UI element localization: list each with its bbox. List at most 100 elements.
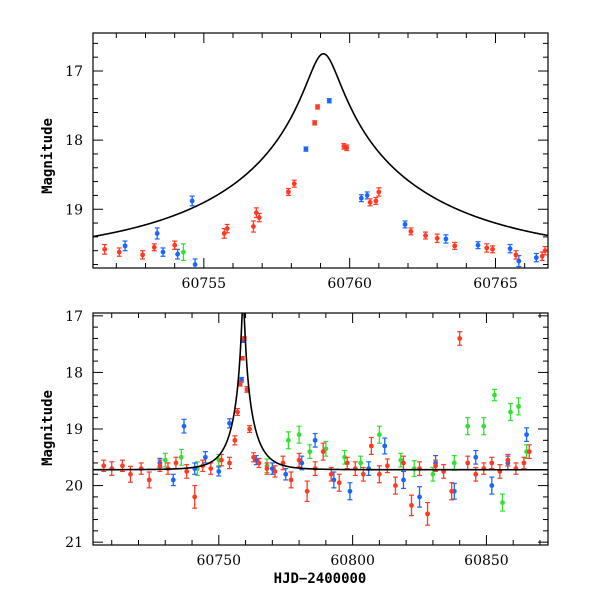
red-data-point [513,252,519,258]
red-data-point [251,454,256,460]
red-data-point [457,336,463,341]
green-data-point [430,471,436,477]
x-tick-label: 60850 [464,553,509,569]
red-data-point [368,443,374,449]
green-data-point [508,409,513,415]
blue-data-point [364,193,370,198]
red-data-point [328,471,334,477]
x-tick-label: 60755 [182,276,227,292]
red-data-point [184,469,190,474]
top-panel: 60755 60760 60765 17 18 19 [65,32,549,292]
red-data-point [256,215,262,220]
red-data-point [235,409,240,415]
red-data-point [146,477,152,483]
red-data-point [232,437,238,443]
red-data-point [286,189,291,195]
y-tick-label: 18 [65,133,83,149]
red-data-point [173,460,179,466]
green-data-point [492,392,497,398]
red-data-point [344,460,350,466]
red-data-point [526,449,532,455]
blue-data-point [507,246,513,252]
red-data-point [157,463,163,469]
red-data-point [224,226,230,232]
green-data-point [162,457,168,463]
y-tick-label: 17 [65,309,83,325]
blue-data-point [312,437,318,443]
red-data-point [239,355,245,361]
red-data-point [102,246,108,252]
green-data-point [307,449,313,455]
blue-data-point [227,420,232,426]
red-data-point [521,460,527,466]
red-data-point [473,471,479,477]
red-data-point [247,426,252,432]
blue-data-point [473,454,479,460]
red-data-point [465,460,471,466]
red-data-point [434,235,440,241]
y-tick-label: 19 [65,422,83,438]
blue-data-point [192,262,198,267]
green-data-point [181,249,186,255]
blue-data-point [326,98,332,104]
green-data-point [178,454,184,460]
red-data-point [208,466,214,472]
red-data-point [253,210,259,216]
red-data-point [221,231,227,236]
red-data-point [291,181,297,187]
model-curve [93,313,548,471]
blue-data-point [175,251,180,257]
y-tick-label: 18 [65,365,83,381]
green-data-point [500,500,505,505]
red-data-point [227,460,232,466]
x-tick-label: 60800 [330,553,375,569]
red-data-point [505,457,511,463]
green-data-point [296,432,302,438]
y-tick-label: 17 [65,64,83,80]
green-data-point [376,432,382,438]
red-data-point [433,463,438,469]
red-data-point [256,460,262,466]
red-data-point [296,457,302,463]
blue-data-point [524,432,529,438]
blue-data-point [516,258,522,264]
red-data-point [320,449,326,455]
red-data-point [128,471,133,477]
blue-data-point [154,231,160,236]
x-tick-label: 60750 [197,553,242,569]
red-data-point [312,120,318,126]
blue-data-point [443,236,449,242]
red-data-point [192,494,198,500]
red-data-point [393,483,398,488]
red-data-point [140,252,145,258]
blue-data-point [216,469,222,474]
blue-data-point [189,198,195,204]
blue-data-point [382,443,388,449]
red-data-point [409,502,414,508]
plot-frame [92,32,549,269]
plot-frame [92,312,549,546]
blue-data-point [170,477,176,483]
red-data-point [315,104,320,110]
red-data-point [272,469,278,474]
red-data-point [367,199,373,205]
red-data-point [489,460,495,466]
red-data-point [251,224,256,229]
blue-data-point [303,146,309,152]
blue-data-point [203,454,208,460]
model-curve [93,52,548,238]
red-data-point [484,245,490,251]
red-data-point [449,488,455,494]
blue-data-point [181,423,187,429]
red-data-point [120,463,125,469]
blue-data-point [358,195,364,201]
red-data-point [304,488,310,494]
red-data-point [288,477,294,483]
red-data-point [336,480,342,486]
bottom-x-axis-label: HJD−2400000 [274,571,367,587]
green-data-point [481,423,487,429]
green-data-point [516,403,521,409]
x-tick-label: 60765 [473,276,518,292]
blue-data-point [402,222,408,227]
